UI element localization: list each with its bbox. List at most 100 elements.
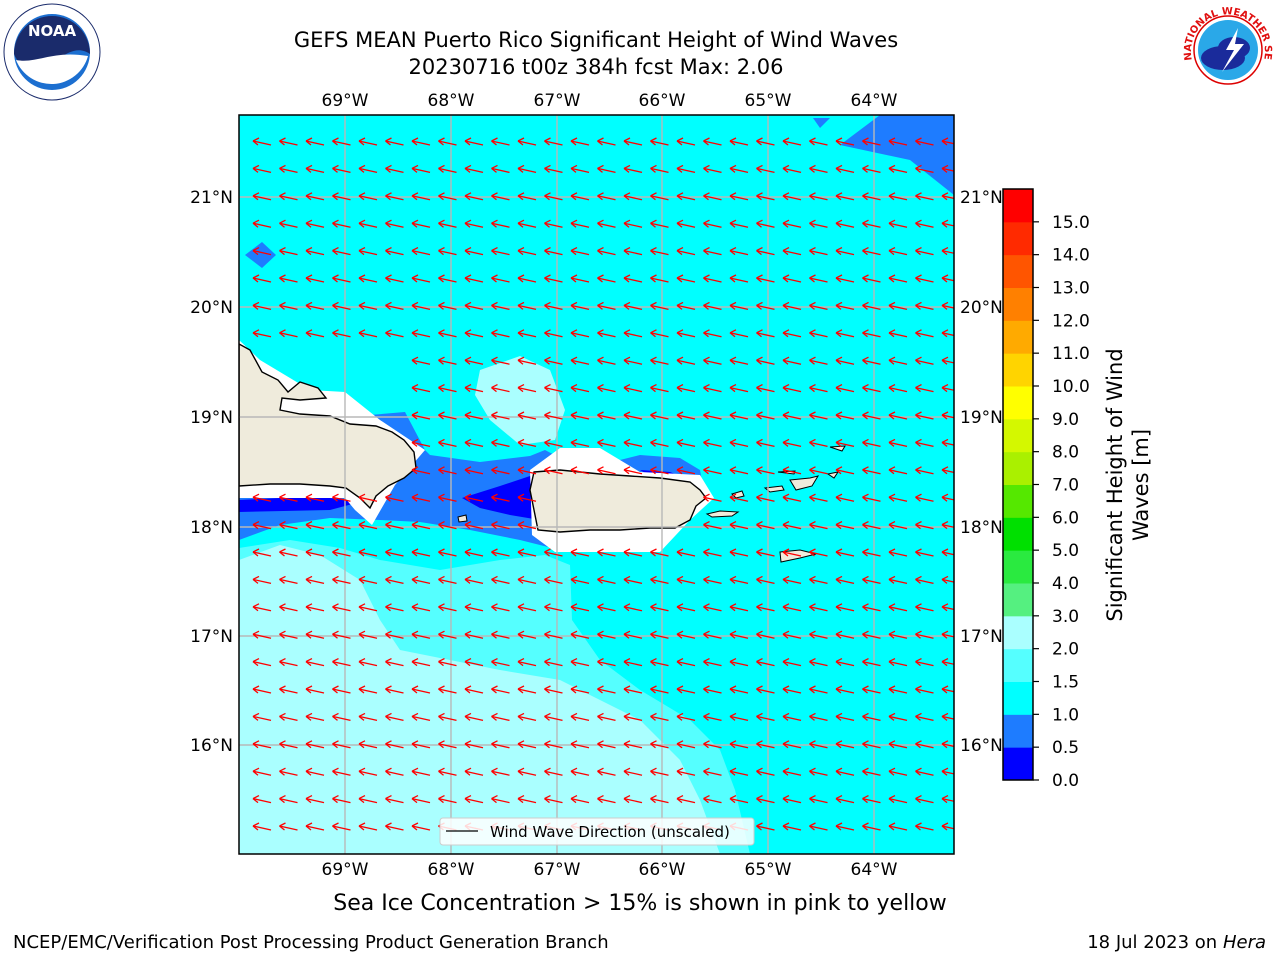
wind-arrow (491, 164, 510, 174)
noaa-logo: NOAA (3, 3, 101, 101)
wind-arrow (358, 658, 378, 667)
footer-date: 18 Jul 2023 on Hera (1087, 932, 1266, 954)
wind-arrow (279, 795, 298, 804)
wind-arrow (597, 603, 616, 612)
lat-label-right: 21°N (960, 188, 1003, 208)
wind-arrow (703, 658, 722, 667)
wind-arrow (888, 658, 908, 667)
wind-arrow (729, 575, 749, 585)
wind-arrow (385, 274, 404, 283)
wind-arrow (888, 164, 908, 174)
wind-arrow (411, 548, 431, 557)
wind-arrow (279, 767, 298, 776)
wind-arrow (729, 630, 749, 639)
wind-arrow (252, 192, 272, 201)
wind-arrow (385, 192, 404, 201)
wind-arrow (676, 575, 696, 585)
wind-arrow (915, 658, 934, 667)
wind-arrow (729, 712, 749, 722)
wind-arrow (756, 356, 775, 365)
wind-arrow (464, 137, 484, 146)
wind-arrow (544, 274, 563, 283)
wind-arrow (650, 164, 669, 174)
wind-arrow (570, 384, 590, 393)
wind-arrow (491, 548, 510, 557)
wind-arrow (862, 247, 881, 256)
wind-arrow (305, 329, 325, 338)
wind-arrow (305, 822, 325, 831)
wind-arrow (703, 219, 722, 228)
wind-arrow (597, 575, 616, 585)
wind-arrow (915, 164, 934, 174)
colorbar-tick-label: 1.0 (1052, 705, 1079, 725)
wind-arrow (676, 411, 696, 420)
wind-arrow (491, 219, 510, 228)
wind-arrow (862, 712, 881, 722)
wind-arrow (862, 795, 881, 804)
wind-arrow (544, 411, 563, 420)
wind-arrow (756, 630, 775, 639)
wind-arrow (676, 247, 696, 256)
wind-arrow (915, 521, 934, 530)
wind-arrow (332, 493, 351, 502)
wind-arrow (703, 493, 722, 502)
wind-arrow (782, 466, 802, 475)
wind-arrow (597, 685, 616, 694)
wind-arrow (623, 356, 643, 365)
wind-arrow (729, 438, 749, 448)
wind-arrow (305, 164, 325, 174)
wind-arrow (438, 740, 457, 749)
lon-label-bottom: 68°W (428, 860, 475, 880)
wind-arrow (650, 658, 669, 667)
wind-arrow (756, 384, 775, 393)
wind-arrow (623, 630, 643, 639)
wind-arrow (915, 329, 934, 338)
wind-arrow (835, 192, 855, 201)
wind-arrow (941, 329, 954, 338)
wind-arrow (729, 767, 749, 776)
wind-arrow (941, 767, 954, 776)
wind-arrow (782, 712, 802, 722)
wind-arrow (385, 301, 404, 311)
wind-arrow (809, 466, 828, 475)
wind-arrow (279, 164, 298, 174)
wind-arrow (888, 329, 908, 338)
wind-arrow (623, 164, 643, 174)
wind-arrow (438, 575, 457, 585)
wind-arrow (862, 521, 881, 530)
colorbar-segment (1003, 353, 1033, 387)
wind-arrow (491, 575, 510, 585)
wind-arrow (650, 630, 669, 639)
noaa-logo-text: NOAA (28, 22, 77, 40)
colorbar-tick-label: 3.0 (1052, 607, 1079, 627)
wind-arrow (809, 493, 828, 502)
wind-arrow (756, 137, 775, 146)
wind-arrow (570, 438, 590, 448)
wind-arrow (252, 274, 272, 283)
wind-arrow (491, 767, 510, 776)
wind-arrow (544, 740, 563, 749)
wind-arrow (729, 548, 749, 557)
wind-arrow (676, 548, 696, 557)
wind-arrow (597, 219, 616, 228)
wind-arrow (782, 767, 802, 776)
wind-arrow (915, 822, 934, 831)
wind-arrow (517, 795, 537, 804)
map-legend: Wind Wave Direction (unscaled) (439, 817, 755, 846)
wind-arrow (756, 740, 775, 749)
wind-arrow (835, 740, 855, 749)
wind-arrow (464, 247, 484, 256)
wind-arrow (464, 685, 484, 694)
footer-host: Hera (1222, 932, 1266, 953)
wind-arrow (332, 301, 351, 311)
wind-arrow (676, 301, 696, 311)
wind-arrow (544, 438, 563, 448)
wind-arrow (544, 795, 563, 804)
sea-ice-caption: Sea Ice Concentration > 15% is shown in … (333, 891, 947, 916)
wind-arrow (650, 137, 669, 146)
wind-arrow (676, 274, 696, 283)
wind-arrow (729, 192, 749, 201)
wind-arrow (252, 822, 272, 831)
wind-arrow (915, 301, 934, 311)
wind-arrow (279, 137, 298, 146)
